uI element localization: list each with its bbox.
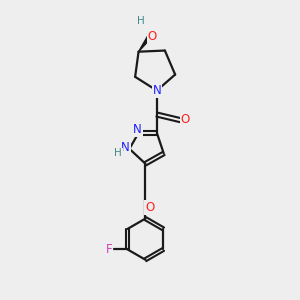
Text: N: N bbox=[121, 141, 130, 154]
Text: O: O bbox=[146, 201, 154, 214]
Text: H: H bbox=[114, 148, 122, 158]
Text: O: O bbox=[148, 30, 157, 43]
Text: H: H bbox=[137, 16, 145, 26]
Text: F: F bbox=[106, 243, 112, 256]
Text: N: N bbox=[152, 84, 161, 97]
Polygon shape bbox=[139, 33, 153, 52]
Text: N: N bbox=[133, 123, 142, 136]
Text: O: O bbox=[181, 112, 190, 126]
